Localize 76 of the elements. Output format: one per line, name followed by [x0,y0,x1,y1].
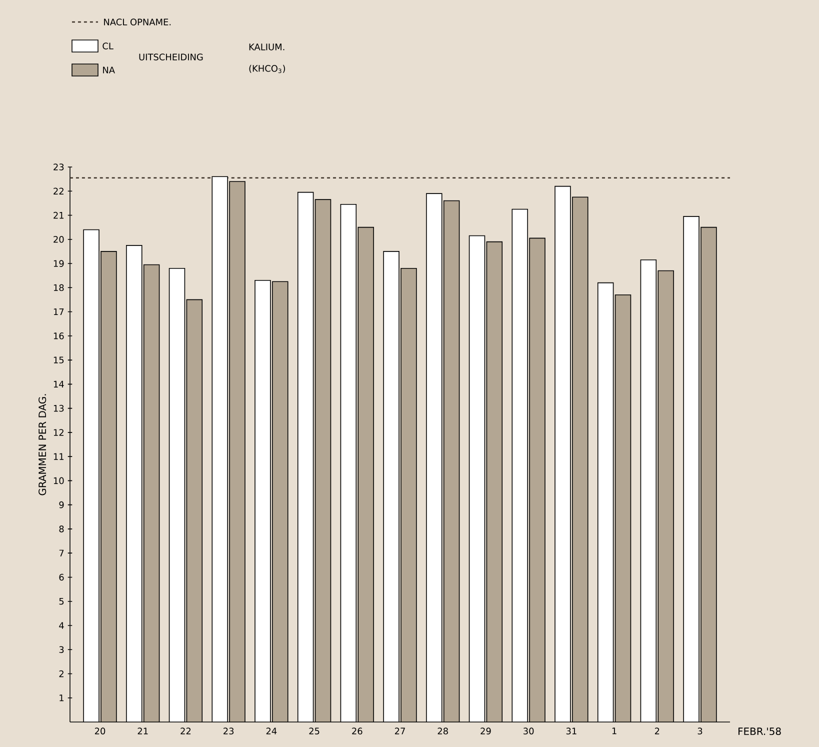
bar [84,230,100,722]
x-tick-label: 2 [654,728,660,734]
x-tick-label: 31 [566,728,576,734]
bar [186,300,202,722]
bar [315,200,331,722]
y-tick-label: 1 [60,694,64,702]
bar [658,270,674,722]
bar [340,204,356,722]
x-tick-label: 20 [94,728,106,734]
y-tick-label: 23 [54,164,64,170]
y-tick-label: 13 [54,404,64,412]
y-tick-label: 8 [59,526,64,532]
y-tick-label: 19 [54,260,64,267]
x-tick-label: 27 [394,728,405,734]
y-tick-label: 5 [59,598,64,605]
x-tick-label: 3 [698,728,702,734]
legend-label: CL [102,42,114,50]
bar [640,260,656,722]
y-tick-label: 12 [54,429,64,436]
bar [401,268,416,722]
x-tick-label: 25 [309,728,320,734]
bar [469,236,485,722]
bar [358,227,374,722]
y-tick-label: 17 [54,308,64,316]
bar [272,282,288,722]
bar [572,197,588,722]
bar [169,268,185,722]
x-tick-label: 22 [180,728,191,734]
bar [700,226,717,722]
y-tick-label: 22 [54,188,64,194]
bar [298,192,314,722]
y-tick-label: 14 [54,380,64,388]
bar [426,194,442,722]
bar [615,294,631,722]
y-tick-label: 16 [54,332,64,340]
bar [683,216,700,722]
y-tick-label: 10 [54,477,64,484]
y-tick-label: 7 [59,550,64,556]
bar [555,186,570,722]
x-tick-label: 29 [480,728,491,734]
y-tick-label: 20 [54,236,64,243]
bar [100,251,116,722]
bar [598,282,614,722]
bar [212,176,228,722]
x-tick-label: 1 [612,728,616,734]
y-tick-label: 21 [54,212,64,219]
x-tick-label: 26 [352,728,362,734]
bar [230,181,245,722]
bar [126,245,142,722]
text: UITSCHEIDING [139,54,203,60]
y-tick-label: 6 [59,574,64,581]
legend-label: NACL OPNAME. [104,18,171,26]
x-tick-label: 30 [524,728,534,734]
x-axis-title: FEBR.'58 [738,728,781,736]
y-tick-label: 2 [59,670,64,678]
x-tick-label: 24 [266,728,277,734]
y-tick-label: 4 [59,622,64,629]
legend-label: NA [103,66,115,74]
bar [530,238,545,722]
bar [512,209,528,722]
y-tick-label: 15 [54,356,64,364]
text: (KHCO$_{3}$) [249,64,285,74]
x-tick-label: 28 [438,728,448,734]
text: KALIUM. [249,44,284,50]
y-tick-label: 3 [59,646,64,653]
x-tick-label: 21 [138,728,148,734]
bar [486,242,502,722]
bar [384,251,400,722]
y-tick-label: 9 [59,501,64,508]
y-axis-title: GRAMMEN PER DAG. [38,394,46,496]
bar [144,264,160,722]
y-tick-label: 11 [54,453,64,460]
bar [255,280,270,722]
x-tick-label: 23 [224,728,234,734]
y-tick-label: 18 [54,284,64,292]
bar [444,200,460,722]
